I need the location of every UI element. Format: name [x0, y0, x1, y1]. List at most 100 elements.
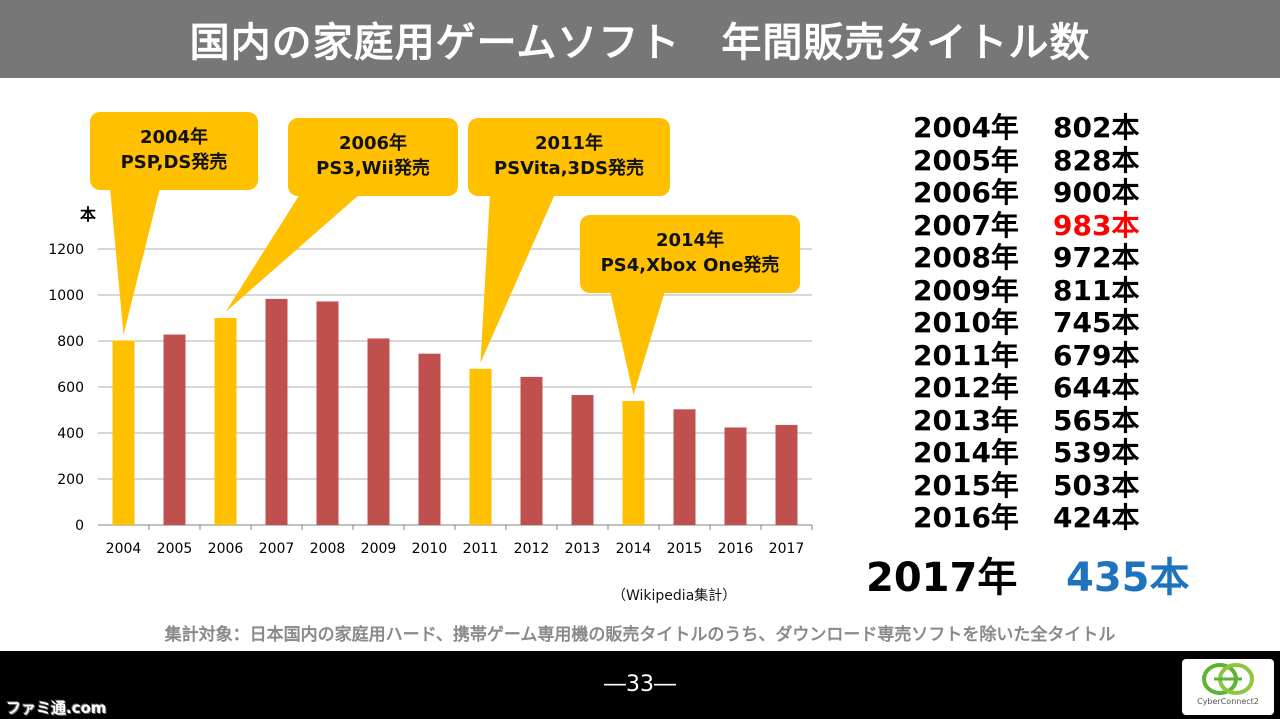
table-row: 2016年 424本 [913, 500, 1173, 534]
table-row: 2008年 972本 [913, 240, 1173, 274]
callout-line-2: PS3,Wii発売 [316, 158, 430, 179]
final-year: 2017年 [866, 555, 1018, 601]
x-tick-label: 2010 [412, 541, 448, 557]
bar [775, 424, 798, 525]
table-row: 2012年 644本 [913, 370, 1173, 404]
y-tick-label: 400 [57, 426, 84, 442]
x-tick-label: 2013 [565, 541, 601, 557]
table-year: 2012年 [913, 371, 1019, 405]
bar [112, 340, 135, 525]
table-year: 2015年 [913, 468, 1019, 502]
table-count: 565本 [1053, 403, 1140, 437]
page-number: ―33― [604, 672, 676, 697]
table-year: 2016年 [913, 501, 1019, 535]
y-axis-label: 本 [80, 205, 96, 224]
x-tick-label: 2012 [514, 541, 550, 557]
bar [622, 401, 645, 525]
table-year: 2006年 [913, 176, 1019, 210]
table-year: 2010年 [913, 306, 1019, 340]
x-tick-label: 2017 [769, 541, 805, 557]
callout-line-1: 2011年 [534, 133, 604, 154]
yearly-count-table: 2004年 802本 2005年 828本 2006年 900本 2007年 983本 2008… [913, 110, 1173, 534]
x-tick-label: 2006 [208, 541, 244, 557]
callout-pointer [225, 194, 360, 312]
y-tick-label: 800 [57, 334, 84, 350]
callout-text: 2006年 PS3,Wii発売 [288, 131, 458, 181]
table-count: 802本 [1053, 111, 1140, 145]
table-year: 2009年 [913, 273, 1019, 307]
logo-mark-icon [1202, 663, 1254, 695]
final-count: 435本 [1066, 555, 1190, 601]
table-row: 2013年 565本 [913, 403, 1173, 437]
table-year: 2008年 [913, 241, 1019, 275]
footnote: 集計対象：日本国内の家庭用ハード、携帯ゲーム専用機の販売タイトルのうち、ダウンロ… [164, 625, 1116, 645]
bar [418, 353, 441, 525]
table-row: 2015年 503本 [913, 468, 1173, 502]
table-count: 900本 [1053, 176, 1140, 210]
table-count: 828本 [1053, 143, 1140, 177]
x-tick-label: 2005 [157, 541, 193, 557]
y-tick-label: 1000 [48, 288, 84, 304]
table-row: 2009年 811本 [913, 273, 1173, 307]
title-bar: 国内の家庭用ゲームソフト 年間販売タイトル数 [0, 0, 1280, 78]
table-row: 2010年 745本 [913, 305, 1173, 339]
table-row: 2005年 828本 [913, 143, 1173, 177]
table-year: 2013年 [913, 403, 1019, 437]
bar [520, 376, 543, 525]
table-year: 2007年 [913, 208, 1019, 242]
callout-pointer [480, 194, 555, 363]
callout-text: 2011年 PSVita,3DS発売 [468, 131, 670, 181]
table-year: 2011年 [913, 338, 1019, 372]
bar [163, 334, 186, 525]
table-count: 745本 [1053, 306, 1140, 340]
callout-box [468, 118, 670, 196]
callout-text: 2014年 PS4,Xbox One発売 [580, 228, 800, 278]
callout-line-1: 2006年 [338, 133, 408, 154]
callout-box [580, 215, 800, 293]
callout-line-1: 2004年 [139, 127, 209, 148]
table-count: 424本 [1053, 501, 1140, 535]
final-year-row: 2017年 435本 [866, 545, 1190, 603]
callout-line-1: 2014年 [655, 230, 725, 251]
table-row: 2004年 802本 [913, 110, 1173, 144]
y-tick-label: 0 [75, 518, 84, 534]
table-count: 679本 [1053, 338, 1140, 372]
chart-source-note: （Wikipedia集計） [612, 588, 737, 604]
x-tick-label: 2009 [361, 541, 397, 557]
callout-line-2: PSP,DS発売 [120, 152, 228, 173]
table-year: 2005年 [913, 143, 1019, 177]
callout-text: 2004年 PSP,DS発売 [90, 125, 258, 175]
table-count: 503本 [1053, 468, 1140, 502]
table-count: 811本 [1053, 273, 1140, 307]
bar [316, 301, 339, 525]
table-count: 644本 [1053, 371, 1140, 405]
table-count: 972本 [1053, 241, 1140, 275]
slide-title: 国内の家庭用ゲームソフト 年間販売タイトル数 [189, 20, 1091, 66]
bar [367, 338, 390, 525]
logo-text: CyberConnect2 [1197, 697, 1259, 706]
x-tick-label: 2008 [310, 541, 346, 557]
table-row: 2007年 983本 [913, 208, 1173, 242]
table-year: 2014年 [913, 436, 1019, 470]
bar [571, 395, 594, 525]
x-tick-label: 2011 [463, 541, 499, 557]
cyberconnect2-logo: CyberConnect2 [1182, 659, 1274, 715]
bar [469, 368, 492, 525]
bar-chart: 0 200 400 600 800 1000 1200 本 2004 2005 2006 2007 20… [48, 112, 813, 557]
callout-line-2: PS4,Xbox One発売 [600, 255, 780, 276]
bar [265, 298, 288, 525]
x-tick-label: 2004 [106, 541, 142, 557]
x-tick-label: 2015 [667, 541, 703, 557]
table-count: 539本 [1053, 436, 1140, 470]
table-year: 2004年 [913, 111, 1019, 145]
x-tick-label: 2007 [259, 541, 295, 557]
y-tick-label: 600 [57, 380, 84, 396]
bar [214, 318, 237, 525]
bar [724, 427, 747, 525]
table-row: 2011年 679本 [913, 338, 1173, 372]
table-row: 2014年 539本 [913, 435, 1173, 469]
x-tick-label: 2016 [718, 541, 754, 557]
callout-pointer [610, 291, 665, 396]
table-count: 983本 [1053, 208, 1140, 242]
x-tick-label: 2014 [616, 541, 652, 557]
